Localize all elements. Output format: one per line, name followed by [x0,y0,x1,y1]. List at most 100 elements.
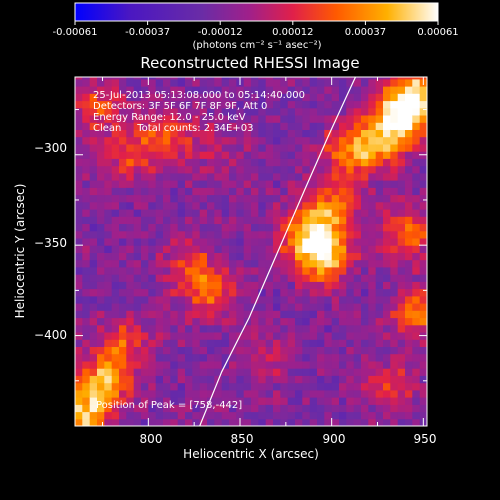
heatmap-cell [317,77,325,80]
heatmap-cell [75,100,83,109]
heatmap-cell [258,303,267,311]
heatmap-cell [390,303,399,311]
heatmap-cell [104,122,113,130]
heatmap-cell [229,100,237,109]
heatmap-cell [163,353,171,362]
heatmap-cell [126,230,135,239]
heatmap-cell [317,223,325,232]
heatmap-cell [119,324,127,333]
heatmap-cell [214,259,223,268]
heatmap-cell [405,353,413,362]
heatmap-cell [265,100,274,109]
heatmap-cell [412,353,421,362]
heatmap-cell [287,288,296,297]
heatmap-cell [265,353,274,362]
heatmap-cell [412,216,421,224]
heatmap-cell [295,245,303,253]
heatmap-cell [346,317,355,326]
heatmap-cell [192,180,201,188]
heatmap-cell [273,353,281,362]
heatmap-cell [287,86,296,94]
heatmap-cell [258,216,267,224]
heatmap-cell [258,209,267,217]
heatmap-cell [265,77,274,80]
heatmap-cell [148,77,157,80]
heatmap-cell [89,122,98,130]
heatmap-cell [405,165,413,174]
heatmap-cell [317,332,325,340]
heatmap-cell [75,143,83,152]
heatmap-cell [82,324,91,333]
heatmap-cell [353,389,362,398]
heatmap-cell [185,216,193,224]
heatmap-cell [361,78,369,87]
heatmap-cell [412,281,421,290]
heatmap-cell [97,411,105,420]
heatmap-cell [375,295,384,304]
heatmap-cell [221,418,230,426]
heatmap-cell [346,86,355,94]
heatmap-cell [339,252,347,261]
heatmap-cell [405,389,413,398]
heatmap-cell [287,281,296,290]
heatmap-cell [265,245,274,253]
heatmap-cell [251,122,259,130]
heatmap-cell [251,368,259,376]
heatmap-cell [258,77,267,80]
heatmap-cell [199,187,208,196]
heatmap-cell [119,252,127,261]
heatmap-cell [170,93,179,102]
heatmap-cell [141,86,149,94]
heatmap-cell [155,288,164,297]
heatmap-cell [126,404,135,413]
heatmap-cell [89,194,98,203]
heatmap-cell [97,165,105,174]
heatmap-cell [375,93,384,102]
heatmap-cell [89,288,98,297]
heatmap-cell [163,411,171,420]
heatmap-cell [89,115,98,123]
heatmap-cell [273,375,281,384]
heatmap-cell [324,230,333,239]
heatmap-cell [324,274,333,282]
heatmap-cell [185,411,193,420]
heatmap-cell [82,360,91,369]
heatmap-cell [383,230,391,239]
heatmap-cell [207,151,215,159]
heatmap-cell [199,418,208,426]
heatmap-cell [214,115,223,123]
heatmap-cell [302,115,311,123]
heatmap-cell [405,115,413,123]
heatmap-cell [126,201,135,210]
heatmap-cell [309,115,318,123]
heatmap-cell [170,100,179,109]
heatmap-cell [104,151,113,159]
heatmap-cell [309,411,318,420]
heatmap-cell [111,339,120,347]
heatmap-cell [148,223,157,232]
heatmap-cell [207,209,215,217]
heatmap-cell [405,368,413,376]
heatmap-cell [258,295,267,304]
heatmap-cell [331,252,340,261]
heatmap-cell [192,216,201,224]
heatmap-cell [89,303,98,311]
heatmap-cell [368,230,377,239]
heatmap-cell [97,397,105,405]
heatmap-cell [126,216,135,224]
heatmap-cell [405,201,413,210]
heatmap-cell [163,122,171,130]
heatmap-cell [412,274,421,282]
heatmap-cell [111,274,120,282]
heatmap-cell [405,411,413,420]
heatmap-cell [390,216,399,224]
heatmap-cell [236,324,245,333]
heatmap-cell [295,187,303,196]
heatmap-cell [361,245,369,253]
heatmap-cell [133,237,142,246]
heatmap-cell [141,194,149,203]
heatmap-cell [207,295,215,304]
heatmap-cell [126,317,135,326]
heatmap-cell [383,151,391,159]
heatmap-cell [295,303,303,311]
